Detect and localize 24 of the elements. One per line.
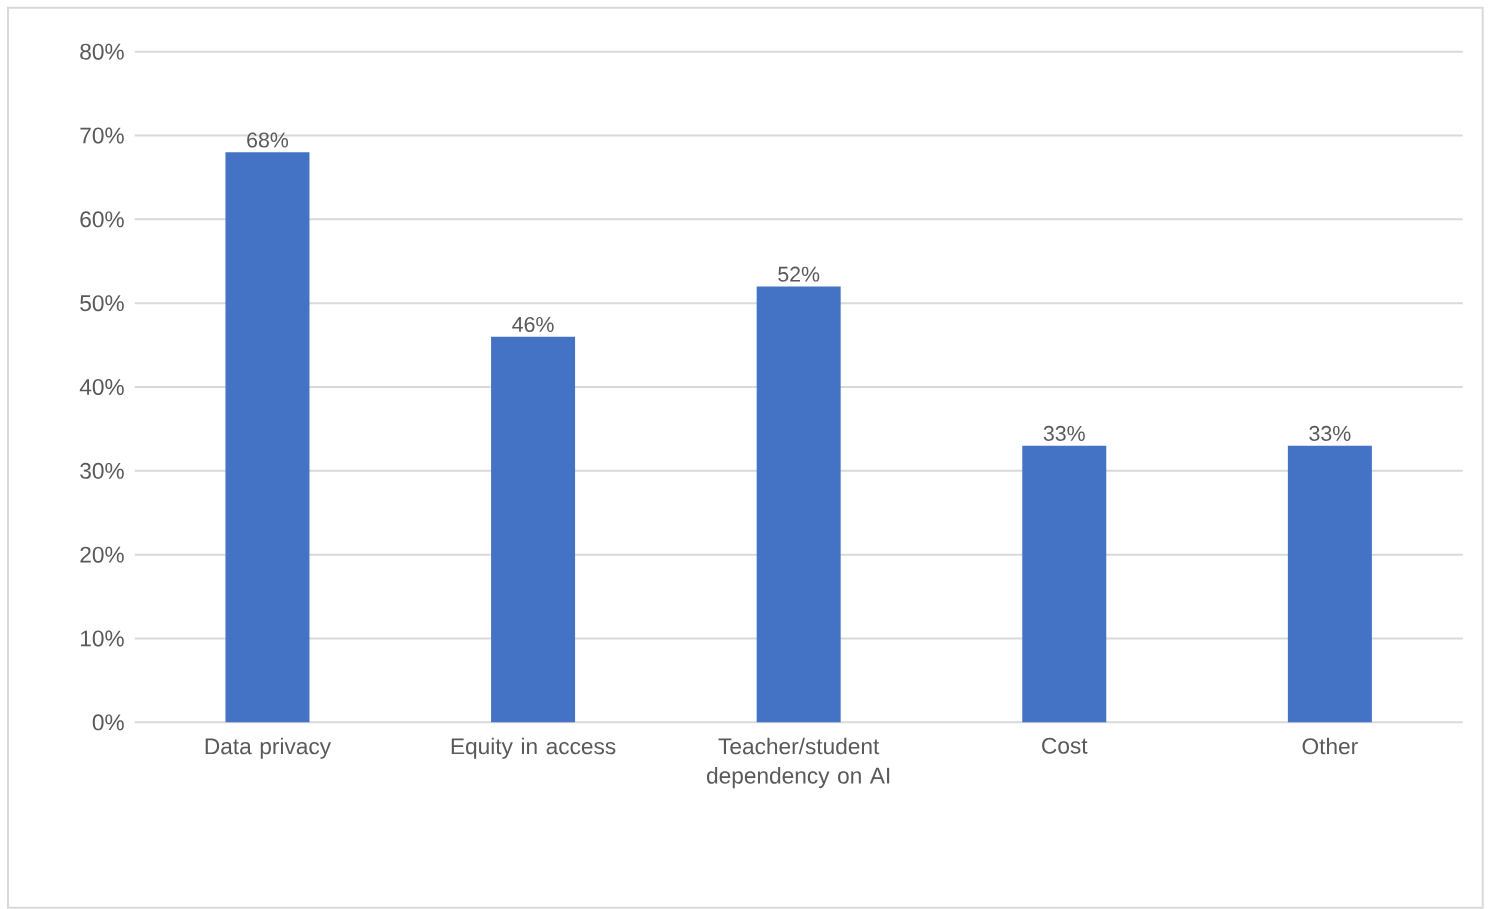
y-tick-label: 10% <box>81 630 124 647</box>
y-tick-label: 30% <box>80 462 124 479</box>
bar <box>1022 445 1107 723</box>
x-tick-label: Equity in access <box>451 737 616 759</box>
y-tick-label: 80% <box>80 43 124 60</box>
y-tick-label: 60% <box>80 211 124 228</box>
data-label: 46% <box>512 316 554 332</box>
data-label: 52% <box>778 266 820 282</box>
y-tick-label: 0% <box>92 714 124 731</box>
y-tick-label: 20% <box>80 546 124 563</box>
data-label: 68% <box>247 132 289 148</box>
y-tick-label: 40% <box>79 378 124 396</box>
x-tick-label: Teacher/student dependency on AI <box>707 737 890 789</box>
bar <box>756 286 841 723</box>
y-tick-label: 50% <box>80 295 124 312</box>
bar <box>1287 445 1372 723</box>
y-tick-label: 70% <box>80 127 124 144</box>
x-tick-label: Cost <box>1042 737 1088 754</box>
x-tick-label: Other <box>1302 737 1358 755</box>
data-label: 33% <box>1309 425 1351 441</box>
bar <box>225 152 310 723</box>
data-label: 33% <box>1043 425 1085 441</box>
x-tick-label: Data privacy <box>205 737 332 759</box>
bar <box>491 336 576 723</box>
